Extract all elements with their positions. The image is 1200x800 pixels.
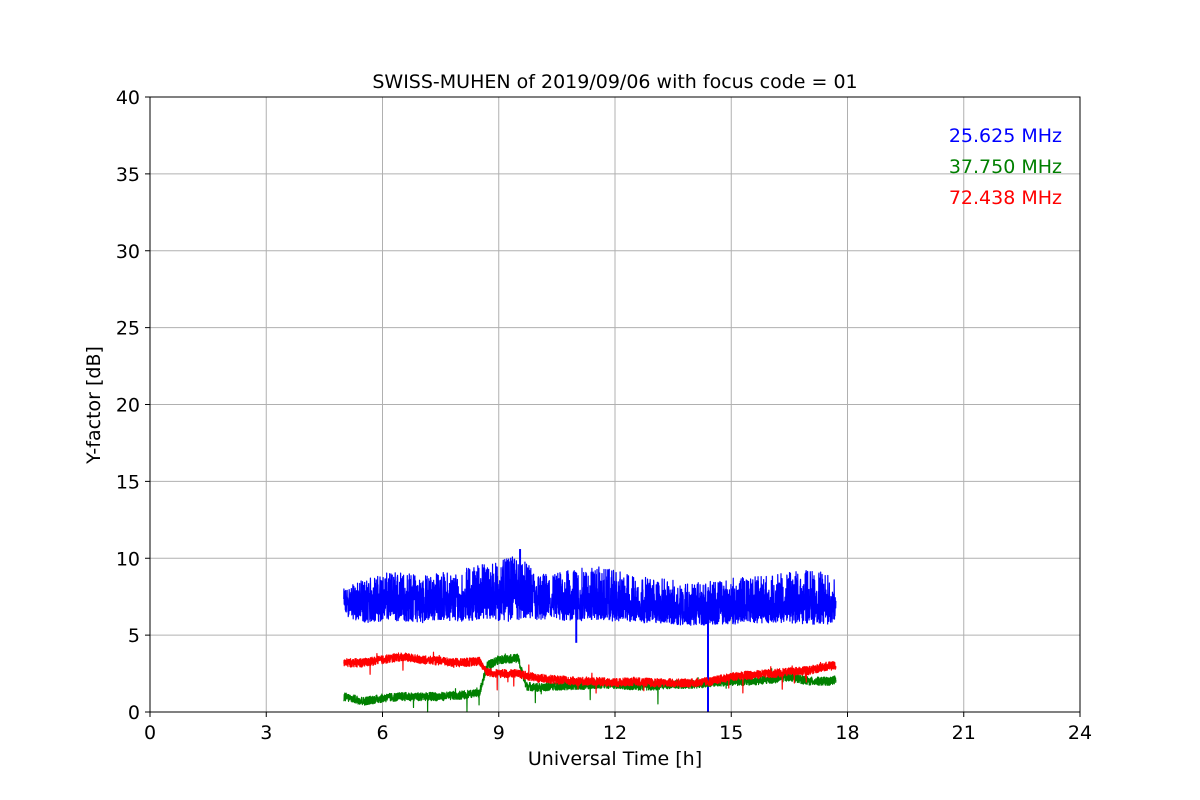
series-line (343, 556, 837, 626)
x-axis-label: Universal Time [h] (528, 748, 702, 770)
y-tick-label: 5 (128, 625, 140, 647)
legend-entry: 72.438 MHz (949, 187, 1062, 209)
axis-ticks: 0 3 6 9 12 15 18 21 24 0 5 10 15 20 25 30 35 40 (116, 87, 1092, 744)
y-tick-label: 0 (128, 702, 140, 724)
y-tick-label: 25 (116, 318, 140, 340)
legend-entry: 25.625 MHz (949, 125, 1062, 147)
x-tick-label: 12 (603, 722, 627, 744)
chart-title: SWISS-MUHEN of 2019/09/06 with focus cod… (372, 71, 857, 93)
plot-area (343, 549, 837, 713)
x-tick-label: 24 (1068, 722, 1092, 744)
y-axis-label: Y-factor [dB] (83, 346, 105, 465)
legend-entry: 37.750 MHz (949, 156, 1062, 178)
series-line (343, 651, 837, 694)
y-tick-label: 20 (116, 395, 140, 417)
y-tick-label: 30 (116, 241, 140, 263)
y-tick-label: 35 (116, 164, 140, 186)
y-tick-label: 40 (116, 87, 140, 109)
y-tick-label: 10 (116, 548, 140, 570)
grid (150, 97, 1080, 712)
x-tick-label: 0 (144, 722, 156, 744)
x-tick-label: 18 (835, 722, 859, 744)
x-tick-label: 15 (719, 722, 743, 744)
x-tick-label: 6 (376, 722, 388, 744)
y-tick-label: 15 (116, 471, 140, 493)
x-tick-label: 3 (260, 722, 272, 744)
x-tick-label: 9 (493, 722, 505, 744)
legend: 25.625 MHz 37.750 MHz 72.438 MHz (949, 125, 1062, 209)
x-tick-label: 21 (952, 722, 976, 744)
